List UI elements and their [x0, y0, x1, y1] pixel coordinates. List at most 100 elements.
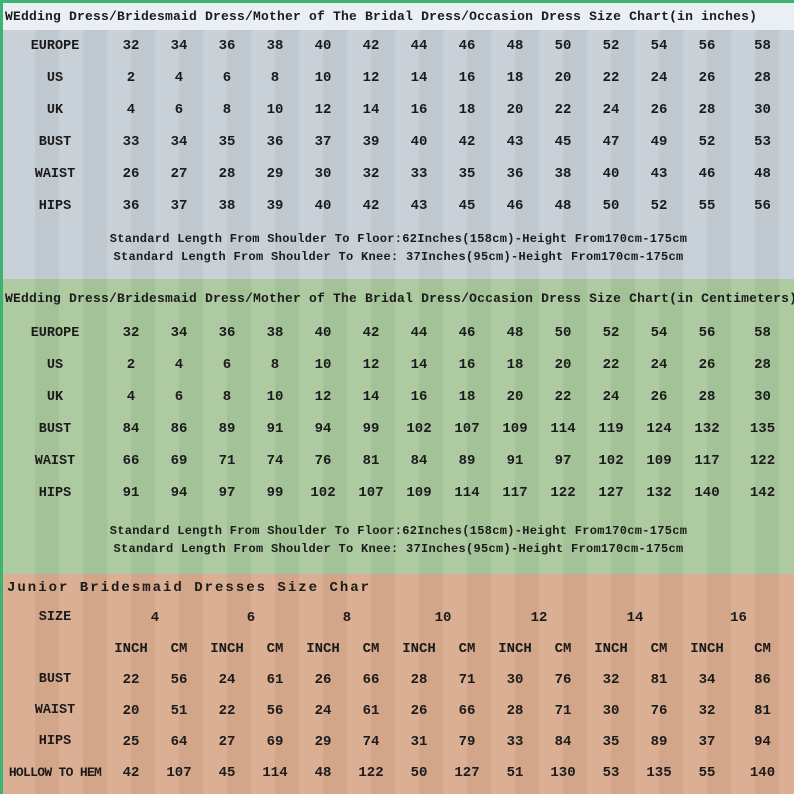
cell-value: 42: [362, 198, 380, 214]
cell-value: 29: [266, 166, 284, 182]
cell-value: 36: [266, 134, 284, 150]
cell-value: 37: [314, 134, 332, 150]
cell-value: 24: [602, 102, 620, 118]
cell-value: 26: [650, 102, 668, 118]
cell-value: 28: [754, 70, 771, 86]
cell-value: 44: [410, 38, 428, 54]
cell-value: 12: [530, 609, 548, 626]
cell-value: 122: [358, 764, 384, 781]
cell-value: 56: [698, 325, 716, 341]
cell-value: 53: [754, 134, 771, 150]
cell-value: 109: [406, 485, 432, 501]
cell-value: 16: [730, 609, 747, 626]
cell-value: 55: [698, 764, 716, 781]
cell-value: 12: [314, 389, 332, 405]
cell-value: 52: [602, 325, 620, 341]
cell-value: 102: [598, 453, 624, 469]
row-label: WAIST: [34, 453, 76, 469]
cell-value: 26: [650, 389, 668, 405]
cell-value: 52: [650, 198, 668, 214]
cell-value: 50: [410, 764, 428, 781]
cell-value: 16: [410, 102, 428, 118]
cell-value: 46: [698, 166, 716, 182]
cell-value: 71: [554, 702, 572, 719]
cell-value: 6: [174, 102, 184, 118]
cell-value: 61: [266, 671, 284, 688]
cell-value: 22: [602, 357, 620, 373]
cell-value: 140: [749, 764, 776, 781]
cell-value: 14: [362, 389, 380, 405]
cell-value: 12: [362, 357, 380, 373]
cell-value: 91: [506, 453, 524, 469]
cell-value: INCH: [402, 640, 436, 657]
cell-value: 79: [458, 733, 476, 750]
row-label: US: [46, 357, 64, 373]
cell-value: 45: [554, 134, 572, 150]
size-chart-inches-section: WEdding Dress/Bridesmaid Dress/Mother of…: [3, 3, 794, 279]
cell-value: 40: [314, 198, 332, 214]
cell-value: 2: [126, 70, 136, 86]
cell-value: 32: [362, 166, 380, 182]
cell-value: 32: [122, 38, 140, 54]
cell-value: 26: [410, 702, 428, 719]
table-row: WAIST 66 69 71 74 76 81 84 89 91 97 102 109 117 122: [3, 445, 794, 477]
cell-value: 28: [698, 102, 716, 118]
cell-value: 43: [506, 134, 524, 150]
cell-value: 10: [266, 102, 284, 118]
cell-value: 89: [218, 421, 236, 437]
cell-value: 30: [506, 671, 524, 688]
cell-value: 14: [410, 70, 428, 86]
cell-value: 36: [122, 198, 140, 214]
cell-value: 107: [454, 421, 480, 437]
cell-value: 33: [122, 134, 140, 150]
cell-value: 28: [754, 357, 771, 373]
cell-value: 35: [602, 733, 620, 750]
cell-value: 18: [506, 357, 524, 373]
cell-value: 42: [458, 134, 476, 150]
cell-value: 24: [602, 389, 620, 405]
cell-value: 20: [122, 702, 140, 719]
cell-value: 53: [602, 764, 620, 781]
cell-value: 55: [698, 198, 716, 214]
cell-value: 107: [358, 485, 384, 501]
cell-value: 37: [698, 733, 716, 750]
table-row: HIPS 25 64 27 69 29 74 31 79 33 84 35 89 37 94: [3, 726, 794, 757]
cell-value: 66: [362, 671, 380, 688]
cell-value: 16: [458, 357, 476, 373]
junior-bridesmaid-section: Junior Bridesmaid Dresses Size Char SIZE…: [3, 574, 794, 794]
cell-value: CM: [362, 640, 380, 657]
standard-length-knee-note: Standard Length From Shoulder To Knee: 3…: [113, 541, 684, 556]
cell-value: 32: [698, 702, 716, 719]
cell-value: 10: [314, 70, 332, 86]
row-label: UK: [46, 389, 64, 405]
cell-value: 42: [362, 38, 380, 54]
row-label: HOLLOW TO HEM: [8, 765, 102, 780]
row-label: BUST: [38, 672, 72, 687]
cell-value: 46: [458, 38, 476, 54]
cell-value: 46: [458, 325, 476, 341]
cell-value: 97: [218, 485, 236, 501]
cell-value: 12: [362, 70, 380, 86]
cell-value: 81: [754, 702, 771, 719]
cell-value: 48: [754, 166, 771, 182]
cell-value: 43: [410, 198, 428, 214]
cell-value: 56: [754, 198, 771, 214]
cell-value: 48: [506, 38, 524, 54]
cell-value: 127: [454, 764, 480, 781]
cell-value: 26: [314, 671, 332, 688]
cell-value: 48: [554, 198, 572, 214]
cell-value: 84: [410, 453, 428, 469]
cell-value: 16: [410, 389, 428, 405]
cell-value: 132: [646, 485, 672, 501]
cell-value: CM: [650, 640, 668, 657]
cell-value: CM: [266, 640, 284, 657]
cell-value: 31: [410, 733, 428, 750]
cell-value: 122: [749, 453, 776, 469]
cell-value: 22: [122, 671, 140, 688]
cell-value: 18: [458, 102, 476, 118]
cell-value: 34: [170, 325, 188, 341]
cell-value: 30: [602, 702, 620, 719]
cell-value: 114: [262, 764, 288, 781]
cell-value: 127: [598, 485, 624, 501]
centimeters-chart-notes: Standard Length From Shoulder To Floor:6…: [3, 509, 794, 558]
